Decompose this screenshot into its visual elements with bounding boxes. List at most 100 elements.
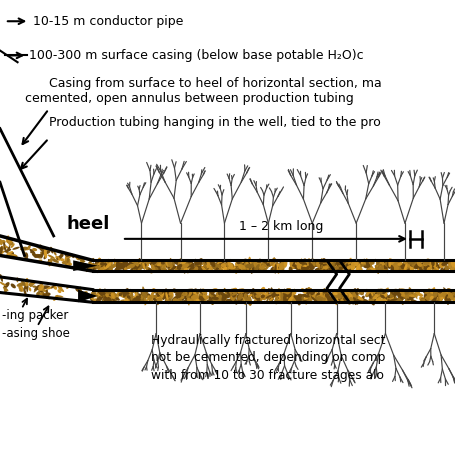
Ellipse shape bbox=[430, 260, 434, 266]
Ellipse shape bbox=[225, 294, 229, 298]
Ellipse shape bbox=[219, 263, 225, 267]
Ellipse shape bbox=[414, 260, 418, 264]
Ellipse shape bbox=[329, 264, 332, 269]
Ellipse shape bbox=[180, 289, 185, 294]
Ellipse shape bbox=[423, 290, 431, 293]
Ellipse shape bbox=[279, 294, 283, 298]
Ellipse shape bbox=[162, 292, 166, 300]
Ellipse shape bbox=[286, 297, 290, 303]
Ellipse shape bbox=[337, 297, 339, 304]
Ellipse shape bbox=[440, 264, 444, 268]
Ellipse shape bbox=[393, 292, 399, 297]
Ellipse shape bbox=[367, 261, 370, 267]
Ellipse shape bbox=[321, 264, 329, 270]
Ellipse shape bbox=[334, 263, 342, 269]
Ellipse shape bbox=[444, 297, 450, 302]
Ellipse shape bbox=[181, 263, 189, 269]
Ellipse shape bbox=[230, 288, 236, 293]
Ellipse shape bbox=[151, 264, 156, 273]
Ellipse shape bbox=[177, 300, 181, 302]
Ellipse shape bbox=[230, 268, 237, 271]
Ellipse shape bbox=[354, 261, 358, 266]
Ellipse shape bbox=[169, 294, 172, 302]
Ellipse shape bbox=[229, 288, 237, 294]
Ellipse shape bbox=[400, 263, 405, 269]
Ellipse shape bbox=[251, 266, 254, 274]
Ellipse shape bbox=[185, 297, 194, 301]
Ellipse shape bbox=[410, 292, 415, 300]
Ellipse shape bbox=[110, 289, 117, 295]
Ellipse shape bbox=[404, 289, 407, 293]
Ellipse shape bbox=[100, 267, 107, 272]
Ellipse shape bbox=[221, 263, 226, 267]
Ellipse shape bbox=[149, 298, 153, 302]
Ellipse shape bbox=[277, 289, 279, 299]
Ellipse shape bbox=[374, 290, 378, 295]
Ellipse shape bbox=[247, 264, 254, 269]
Ellipse shape bbox=[270, 261, 277, 267]
Ellipse shape bbox=[275, 296, 280, 302]
Ellipse shape bbox=[441, 291, 450, 295]
Ellipse shape bbox=[444, 293, 448, 302]
Ellipse shape bbox=[183, 264, 189, 269]
Ellipse shape bbox=[0, 247, 3, 254]
Ellipse shape bbox=[336, 267, 343, 272]
Ellipse shape bbox=[406, 292, 412, 298]
Ellipse shape bbox=[110, 297, 119, 303]
Ellipse shape bbox=[239, 288, 245, 293]
Ellipse shape bbox=[303, 266, 311, 272]
Text: not be cemented, depending on comp: not be cemented, depending on comp bbox=[151, 351, 386, 364]
Ellipse shape bbox=[260, 265, 265, 270]
Ellipse shape bbox=[246, 294, 248, 303]
Ellipse shape bbox=[146, 267, 153, 274]
Ellipse shape bbox=[68, 258, 70, 265]
Ellipse shape bbox=[387, 296, 394, 300]
Ellipse shape bbox=[347, 262, 352, 267]
Ellipse shape bbox=[377, 289, 380, 295]
Ellipse shape bbox=[359, 298, 362, 302]
Ellipse shape bbox=[126, 298, 130, 304]
Ellipse shape bbox=[169, 289, 174, 297]
Ellipse shape bbox=[338, 261, 344, 267]
Ellipse shape bbox=[221, 296, 226, 304]
Ellipse shape bbox=[275, 295, 279, 299]
Ellipse shape bbox=[281, 267, 284, 271]
Ellipse shape bbox=[283, 291, 291, 296]
Ellipse shape bbox=[277, 264, 282, 267]
Ellipse shape bbox=[107, 259, 112, 267]
Ellipse shape bbox=[246, 261, 251, 270]
Ellipse shape bbox=[185, 261, 190, 266]
Ellipse shape bbox=[118, 263, 124, 267]
Ellipse shape bbox=[338, 260, 346, 265]
Ellipse shape bbox=[279, 262, 284, 268]
Ellipse shape bbox=[160, 267, 169, 273]
Ellipse shape bbox=[195, 261, 200, 265]
Ellipse shape bbox=[283, 294, 287, 303]
Ellipse shape bbox=[90, 265, 95, 270]
Ellipse shape bbox=[183, 265, 190, 271]
Ellipse shape bbox=[380, 263, 384, 270]
Ellipse shape bbox=[317, 267, 324, 271]
Ellipse shape bbox=[328, 261, 331, 269]
Ellipse shape bbox=[129, 262, 133, 267]
Ellipse shape bbox=[377, 266, 381, 270]
Ellipse shape bbox=[95, 260, 99, 267]
Ellipse shape bbox=[325, 293, 330, 300]
Ellipse shape bbox=[206, 261, 210, 269]
Ellipse shape bbox=[265, 292, 270, 296]
Ellipse shape bbox=[405, 290, 409, 295]
Ellipse shape bbox=[91, 263, 96, 270]
Ellipse shape bbox=[244, 294, 247, 297]
Ellipse shape bbox=[387, 266, 391, 269]
Ellipse shape bbox=[239, 264, 246, 269]
Ellipse shape bbox=[387, 295, 395, 300]
Ellipse shape bbox=[369, 293, 372, 299]
Ellipse shape bbox=[111, 293, 117, 297]
Ellipse shape bbox=[161, 261, 166, 264]
Ellipse shape bbox=[174, 260, 178, 264]
Ellipse shape bbox=[40, 251, 43, 255]
Ellipse shape bbox=[356, 297, 364, 303]
Ellipse shape bbox=[297, 263, 301, 272]
Ellipse shape bbox=[410, 267, 414, 272]
Ellipse shape bbox=[195, 294, 199, 302]
